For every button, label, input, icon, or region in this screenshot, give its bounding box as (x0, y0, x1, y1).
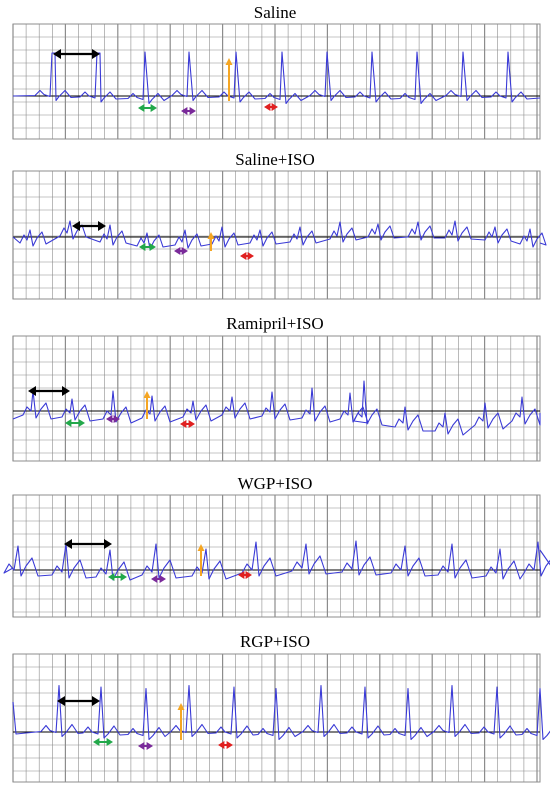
qt-interval-arrow (264, 103, 278, 111)
panel-title-wgp-iso: WGP+ISO (237, 474, 313, 493)
ecg-grid (12, 335, 541, 462)
amplitude-arrow (207, 232, 215, 251)
rr-interval-arrow (72, 221, 106, 231)
pr-interval-arrow (65, 419, 85, 427)
qrs-duration-arrow (151, 575, 166, 583)
rr-interval-arrow (28, 386, 70, 396)
ecg-trace (12, 684, 550, 741)
ecg-grid (12, 653, 541, 783)
ecg-grid (12, 494, 541, 618)
amplitude-arrow (177, 703, 185, 740)
qrs-duration-arrow (174, 247, 188, 255)
ecg-strip-rgp-iso (12, 653, 550, 783)
rr-interval-arrow (53, 49, 100, 59)
ecg-trace (12, 220, 547, 250)
qrs-duration-arrow (106, 415, 120, 423)
panel-title-saline-iso: Saline+ISO (235, 150, 315, 169)
panel-title-ramipril-iso: Ramipril+ISO (226, 314, 324, 333)
ecg-trace (3, 540, 550, 581)
ecg-trace (12, 380, 541, 436)
amplitude-arrow (225, 58, 233, 101)
ecg-grid (12, 23, 541, 140)
ecg-strip-saline (12, 23, 541, 140)
panel-title-rgp-iso: RGP+ISO (239, 632, 311, 651)
rr-interval-arrow (57, 696, 100, 706)
amplitude-arrow (197, 544, 205, 576)
ecg-trace (12, 51, 541, 105)
qt-interval-arrow (180, 420, 195, 428)
qrs-duration-arrow (181, 107, 196, 115)
panel-title-saline: Saline (253, 3, 297, 22)
ecg-strip-saline-iso (12, 170, 547, 300)
rr-interval-arrow (64, 539, 112, 549)
ecg-strip-wgp-iso (3, 494, 550, 618)
pr-interval-arrow (108, 573, 127, 581)
pr-interval-arrow (93, 738, 113, 746)
amplitude-arrow (143, 391, 151, 419)
qt-interval-arrow (240, 252, 254, 260)
qrs-duration-arrow (138, 742, 153, 750)
pr-interval-arrow (138, 104, 157, 112)
qt-interval-arrow (238, 571, 252, 579)
pr-interval-arrow (139, 243, 156, 251)
qt-interval-arrow (218, 741, 233, 749)
ecg-strip-ramipril-iso (12, 335, 541, 462)
